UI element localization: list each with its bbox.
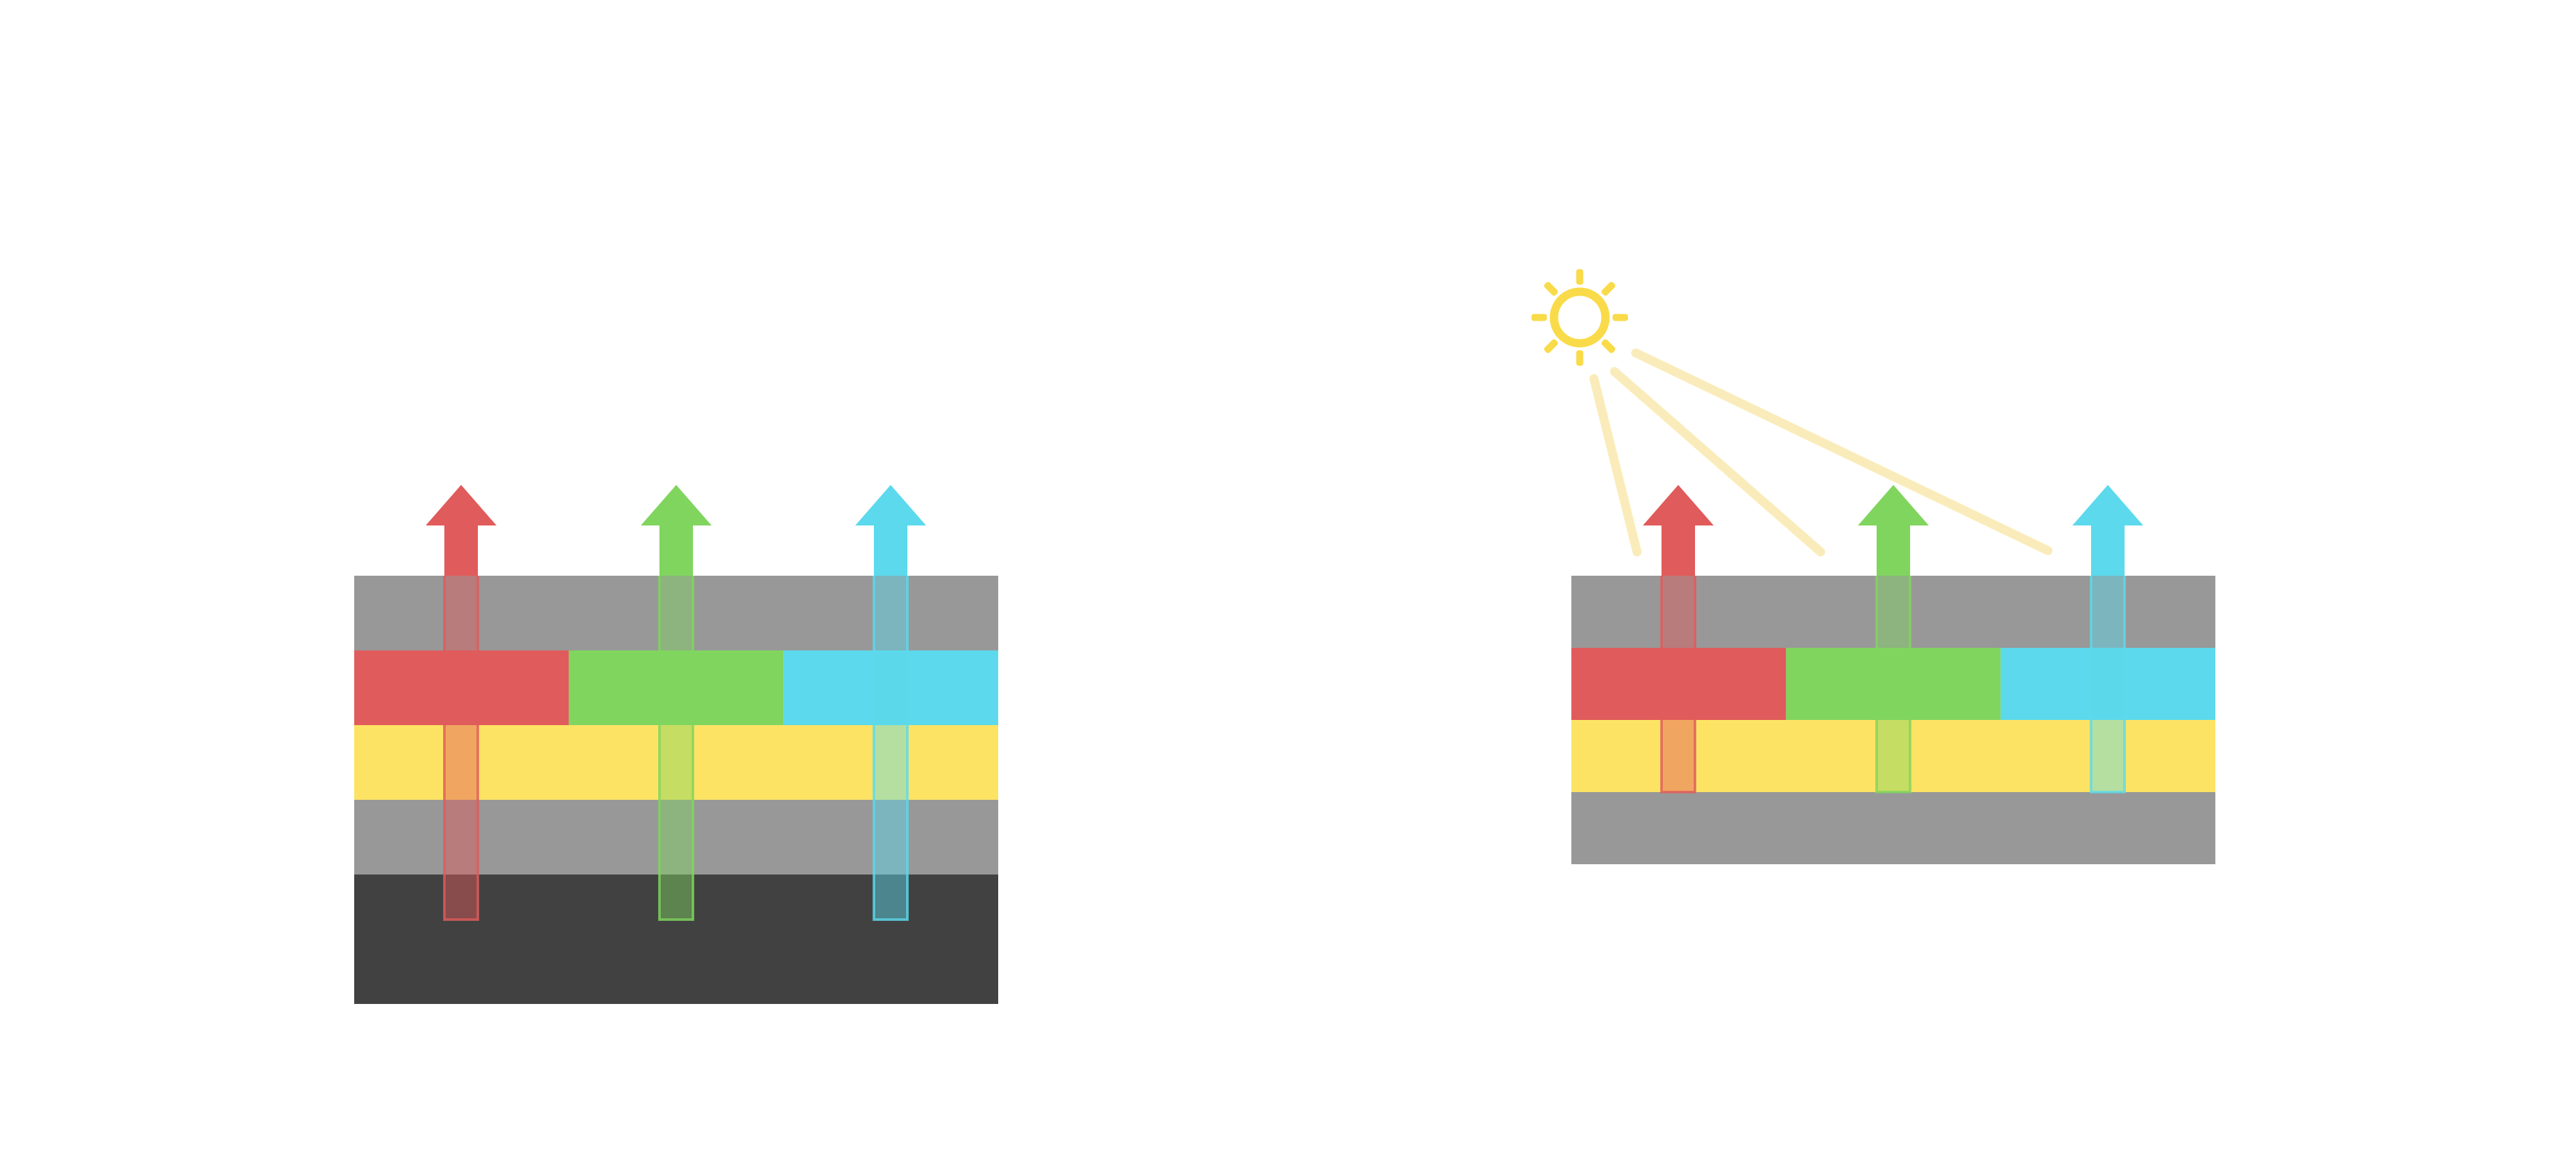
emissive-stack-red-arrow [426, 485, 497, 921]
emissive-stack-top-layer [354, 576, 998, 650]
emissive-stack-cyan-arrow [855, 485, 926, 921]
red-arrow-shaft-translucent [1662, 576, 1695, 792]
emissive-stack-lower-layer [354, 800, 998, 875]
green-arrow-head [641, 485, 712, 576]
reflective-stack-pixel-cyan [2000, 648, 2215, 720]
reflective-stack-lower-layer [1571, 792, 2215, 864]
green-arrow-shaft-translucent [659, 576, 693, 920]
red-arrow-shaft-outline [1660, 576, 1696, 793]
sun-ray [1531, 314, 1547, 321]
emissive-stack [354, 485, 998, 1004]
sun-icon [1531, 269, 1628, 366]
green-arrow-head [1858, 485, 1929, 576]
reflective-stack-pixel-green [1786, 648, 2001, 720]
sun-ray [1601, 339, 1616, 354]
emissive-stack-substrate-layer [354, 875, 998, 1004]
reflective-stack-sunbeam-3 [1631, 348, 2052, 555]
reflective-stack-green-arrow [1858, 485, 1929, 793]
reflective-stack-cyan-arrow [2072, 485, 2143, 793]
sun-ray [1576, 269, 1584, 285]
green-arrow-shaft-outline [1875, 576, 1911, 793]
emissive-stack-pixel-cyan [783, 650, 998, 725]
reflective-stack-sunbeam-2 [1610, 367, 1825, 556]
red-arrow-shaft-translucent [444, 576, 478, 920]
sun-ray [1613, 314, 1628, 321]
green-arrow-shaft-outline [658, 576, 694, 921]
red-arrow-head [1643, 485, 1714, 576]
sun-ray [1544, 281, 1558, 296]
sun-ray [1544, 339, 1558, 354]
emissive-stack-mid-layer [354, 725, 998, 800]
reflective-stack [1531, 269, 2215, 864]
cyan-arrow-shaft-translucent [874, 576, 907, 920]
sun-ray [1576, 350, 1584, 366]
red-arrow-shaft-outline [443, 576, 479, 921]
reflective-stack-top-layer [1571, 576, 2215, 648]
reflective-stack-pixel-red [1571, 648, 1786, 720]
cyan-arrow-shaft-outline [873, 576, 909, 921]
green-arrow-shaft-translucent [1877, 576, 1910, 792]
emissive-stack-pixel-red [354, 650, 569, 725]
reflective-stack-red-arrow [1643, 485, 1714, 793]
red-arrow-head [426, 485, 497, 576]
cyan-arrow-shaft-translucent [2091, 576, 2125, 792]
cyan-arrow-head [2072, 485, 2143, 576]
cyan-arrow-head [855, 485, 926, 576]
sun-ring [1549, 287, 1610, 348]
emissive-stack-pixel-green [569, 650, 784, 725]
reflective-stack-sunbeam-1 [1589, 374, 1642, 556]
reflective-stack-mid-layer [1571, 720, 2215, 792]
emissive-stack-green-arrow [641, 485, 712, 921]
sun-ray [1601, 281, 1616, 296]
cyan-arrow-shaft-outline [2090, 576, 2126, 793]
